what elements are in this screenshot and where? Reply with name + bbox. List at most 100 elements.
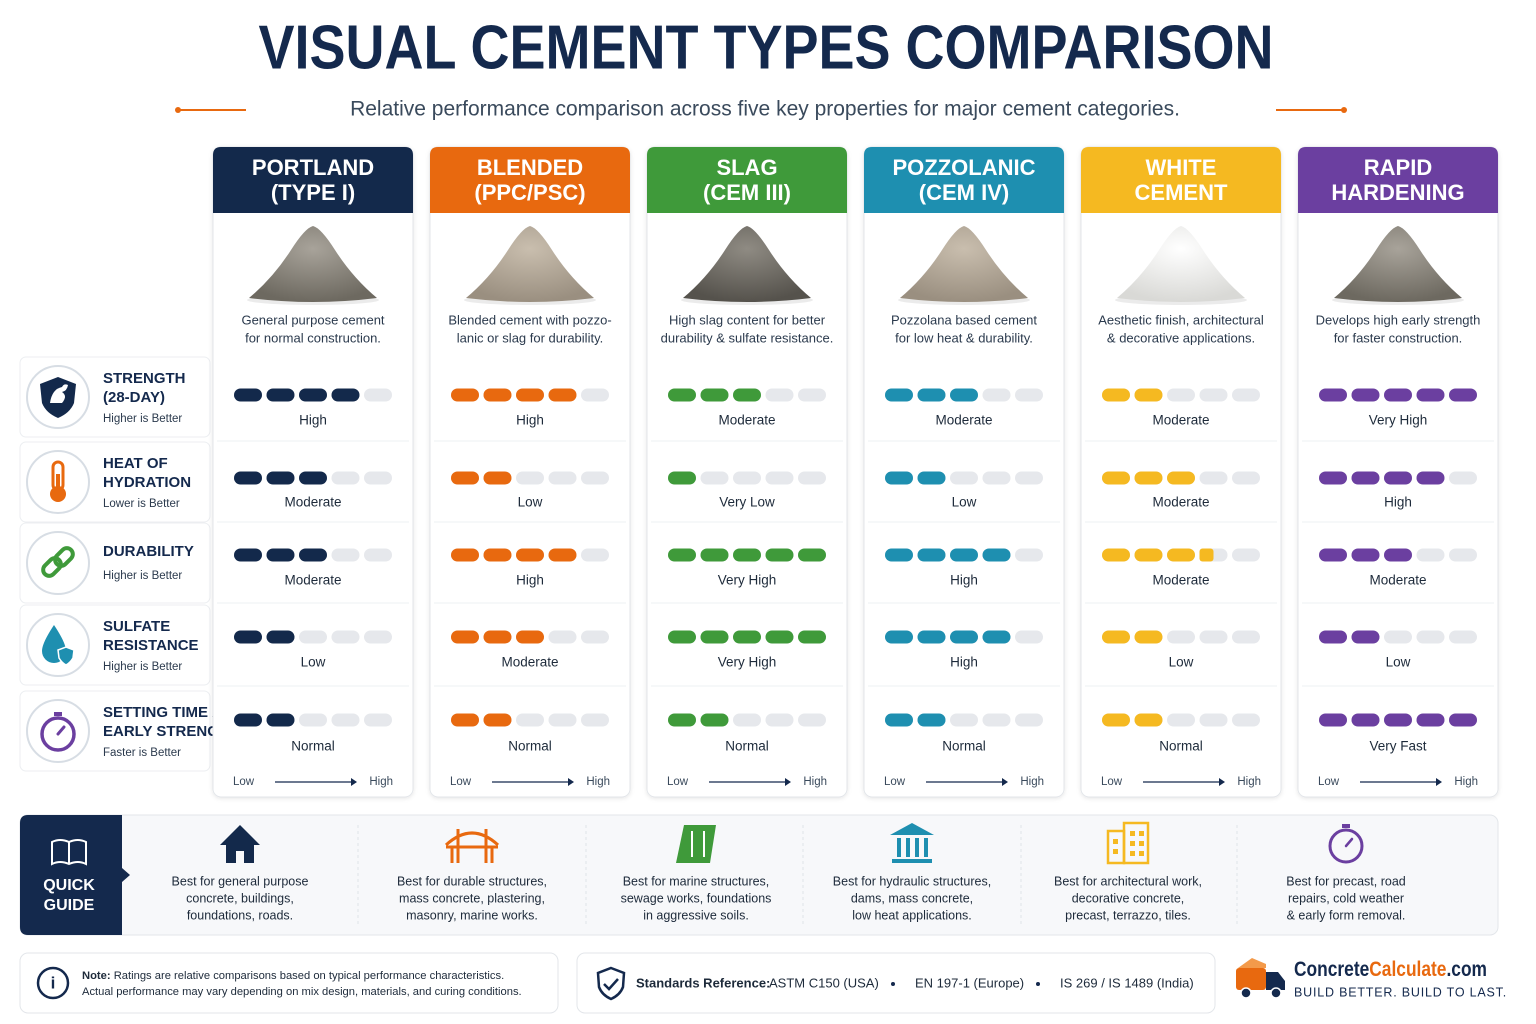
card-title: BLENDED: [477, 155, 583, 180]
guide-icon: [1328, 828, 1364, 864]
property-note: Higher is Better: [103, 413, 182, 425]
card-title: WHITE: [1146, 155, 1217, 180]
rating-segment: [1416, 471, 1445, 485]
card-title: CEMENT: [1135, 180, 1228, 205]
guide-text: Best for hydraulic structures,: [833, 874, 991, 888]
rating-label: Normal: [725, 739, 769, 754]
bar-track: [364, 713, 392, 727]
note-line: Actual performance may vary depending on…: [82, 986, 522, 998]
card-title: (CEM IV): [919, 180, 1009, 205]
rating-segment: [516, 630, 544, 644]
rating-label: Low: [301, 655, 326, 670]
bar-track: [581, 471, 609, 485]
rating-segment: [668, 388, 696, 402]
bar-track: [765, 713, 794, 727]
card-header: [647, 147, 847, 213]
bar-track: [950, 713, 978, 727]
standard-item: EN 197-1 (Europe): [915, 975, 1024, 990]
scale-arrowhead: [568, 778, 574, 786]
bar-track: [1199, 630, 1228, 644]
rating-segment: [234, 630, 262, 644]
bar-track: [765, 388, 794, 402]
rating-segment: [1351, 713, 1380, 727]
card-title: (TYPE I): [271, 180, 355, 205]
rating-label: Moderate: [501, 655, 558, 670]
rating-segment: [234, 548, 262, 562]
property-note: Faster is Better: [103, 747, 181, 759]
property-note: Higher is Better: [103, 661, 182, 673]
bar-track: [581, 548, 609, 562]
property-icon: [56, 725, 66, 736]
rating-label: Moderate: [935, 413, 992, 428]
pile: [466, 226, 594, 302]
rating-segment: [700, 388, 729, 402]
rating-segment: [548, 548, 577, 562]
rating-segment: [516, 388, 544, 402]
guide-icon: [890, 823, 934, 863]
bar-track: [516, 713, 544, 727]
scale-low: Low: [1101, 776, 1123, 788]
scale-low: Low: [233, 776, 255, 788]
rating-segment: [548, 388, 577, 402]
standard-item: IS 269 / IS 1489 (India): [1060, 975, 1194, 990]
bar-track: [733, 471, 761, 485]
property-note: Lower is Better: [103, 498, 180, 510]
pile: [900, 226, 1028, 302]
rating-segment: [1351, 630, 1380, 644]
bar-track: [1167, 388, 1195, 402]
guide-icon: [1139, 851, 1144, 856]
rating-segment: [917, 471, 946, 485]
guide-text: Best for precast, road: [1286, 874, 1406, 888]
bar-track: [299, 713, 327, 727]
rating-segment: [798, 630, 826, 644]
guide-text: decorative concrete,: [1072, 891, 1185, 905]
guide-text: & early form removal.: [1287, 908, 1406, 922]
rating-segment: [950, 388, 978, 402]
card-header: [213, 147, 413, 213]
card-header: [1298, 147, 1498, 213]
quick-guide-title: QUICK: [43, 877, 95, 894]
rating-label: Moderate: [1369, 573, 1426, 588]
guide-text: Best for general purpose: [172, 874, 309, 888]
pile: [1334, 226, 1462, 302]
card-title: SLAG: [716, 155, 777, 180]
pile: [1117, 226, 1245, 302]
guide-icon: [1130, 841, 1135, 846]
rating-segment: [299, 548, 327, 562]
guide-icon: [676, 825, 716, 863]
card-header: [1081, 147, 1281, 213]
rating-label: Normal: [1159, 739, 1203, 754]
bar-track: [516, 471, 544, 485]
bar-track: [982, 713, 1011, 727]
rating-segment: [234, 713, 262, 727]
bar-track: [1449, 548, 1477, 562]
guide-text: sewage works, foundations: [621, 891, 772, 905]
rating-segment: [885, 548, 913, 562]
rating-segment: [1102, 630, 1130, 644]
card-header: [430, 147, 630, 213]
pile: [249, 226, 377, 302]
rating-label: High: [950, 655, 978, 670]
rating-segment: [266, 388, 295, 402]
rating-segment: [1319, 630, 1347, 644]
rating-segment: [1319, 548, 1347, 562]
property-name: STRENGTH: [103, 370, 186, 387]
rating-label: Very High: [718, 573, 777, 588]
property-icon: [50, 384, 68, 403]
bar-track: [1199, 713, 1228, 727]
brand-name-part: .com: [1446, 958, 1487, 981]
truck-body: [1236, 968, 1266, 990]
rating-segment: [483, 471, 512, 485]
scale-high: High: [1454, 776, 1478, 788]
rating-segment: [1384, 388, 1412, 402]
rating-segment: [451, 471, 479, 485]
scale-low: Low: [884, 776, 906, 788]
note-line: Ratings are relative comparisons based o…: [111, 970, 505, 982]
rating-segment: [1351, 548, 1380, 562]
bar-track: [798, 713, 826, 727]
truck-wheel: [1240, 987, 1252, 999]
card-description: durability & sulfate resistance.: [661, 330, 834, 345]
guide-icon: [915, 838, 919, 857]
scale-arrowhead: [351, 778, 357, 786]
